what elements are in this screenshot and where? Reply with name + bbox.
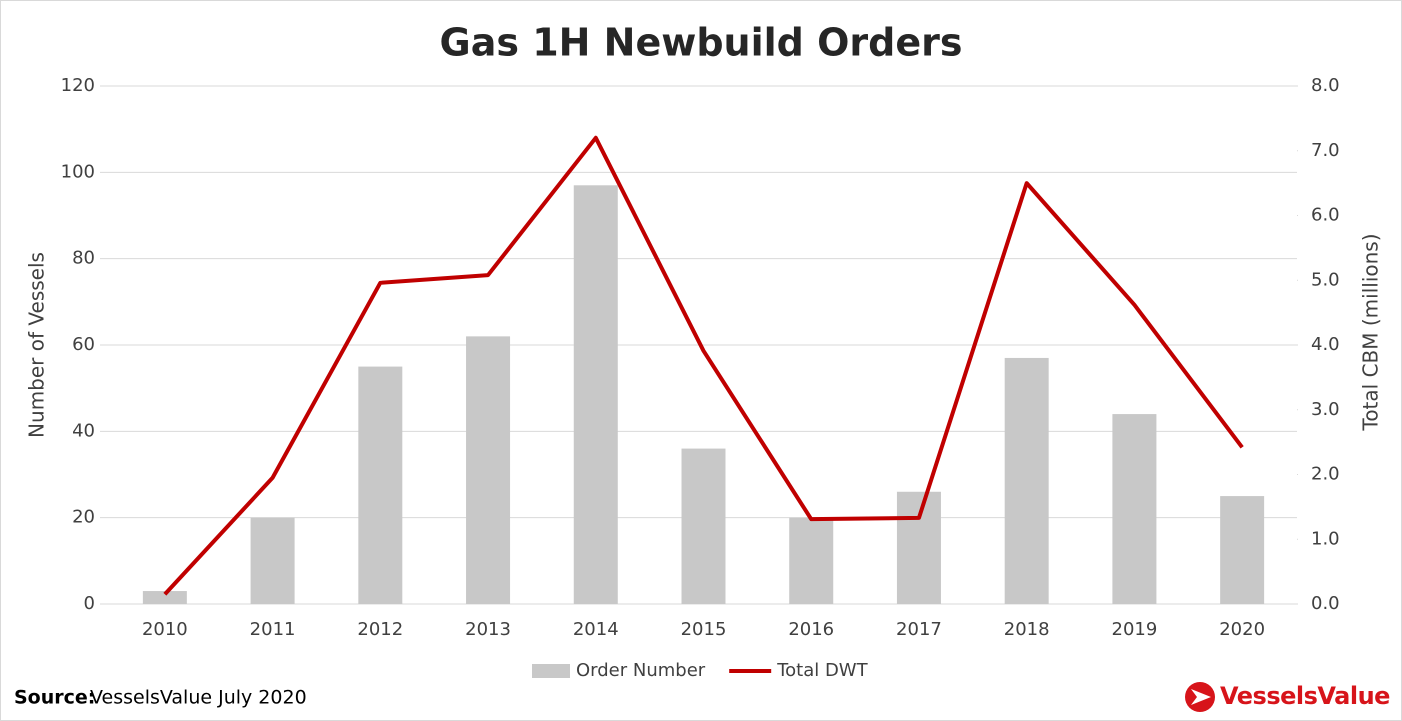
x-tick-label: 2019	[1112, 619, 1158, 640]
y2-tick-label: 4.0	[1311, 334, 1340, 355]
y-tick-label: 100	[61, 161, 95, 182]
x-tick-label: 2020	[1219, 619, 1265, 640]
bar	[250, 517, 295, 604]
bar	[1220, 496, 1265, 604]
x-tick-label: 2010	[142, 619, 188, 640]
y2-axis-label: Total CBM (millions)	[1359, 233, 1383, 431]
bar	[1112, 414, 1157, 604]
x-tick-label: 2017	[896, 619, 942, 640]
logo-text: VesselsValue	[1220, 682, 1390, 710]
logo-icon-mark	[1191, 689, 1211, 705]
legend-label: Order Number	[576, 660, 706, 681]
bar	[681, 448, 726, 604]
y-tick-label: 20	[72, 507, 95, 528]
logo: VesselsValue	[1185, 682, 1391, 712]
y2-tick-label: 5.0	[1311, 269, 1340, 290]
x-tick-label: 2014	[573, 619, 619, 640]
y2-tick-label: 1.0	[1311, 528, 1340, 549]
y-tick-label: 40	[72, 420, 95, 441]
bar	[142, 591, 187, 604]
x-tick-label: 2015	[681, 619, 727, 640]
y2-tick-label: 0.0	[1311, 593, 1340, 614]
bar	[358, 366, 403, 604]
y-tick-label: 80	[72, 248, 95, 269]
legend-swatch	[532, 664, 570, 678]
x-tick-label: 2018	[1004, 619, 1050, 640]
chart-title: Gas 1H Newbuild Orders	[440, 21, 963, 65]
y-tick-label: 60	[72, 334, 95, 355]
x-tick-label: 2013	[465, 619, 511, 640]
source-text: VesselsValue July 2020	[90, 687, 307, 709]
y-tick-label: 120	[61, 75, 95, 96]
bar	[573, 185, 618, 605]
y-axis-label: Number of Vessels	[25, 252, 49, 438]
x-tick-label: 2016	[788, 619, 834, 640]
y2-tick-label: 2.0	[1311, 464, 1340, 485]
bar	[1004, 357, 1049, 604]
y2-tick-label: 8.0	[1311, 75, 1340, 96]
line	[163, 135, 1244, 596]
bar	[789, 517, 834, 604]
y2-tick-label: 7.0	[1311, 140, 1340, 161]
bar	[896, 491, 941, 604]
x-tick-label: 2011	[250, 619, 296, 640]
source-label: Source:	[14, 687, 95, 709]
bar	[466, 336, 511, 604]
y2-tick-label: 6.0	[1311, 205, 1340, 226]
y2-tick-label: 3.0	[1311, 399, 1340, 420]
legend-label: Total DWT	[776, 660, 868, 681]
y-tick-label: 0	[84, 593, 95, 614]
x-tick-label: 2012	[357, 619, 403, 640]
